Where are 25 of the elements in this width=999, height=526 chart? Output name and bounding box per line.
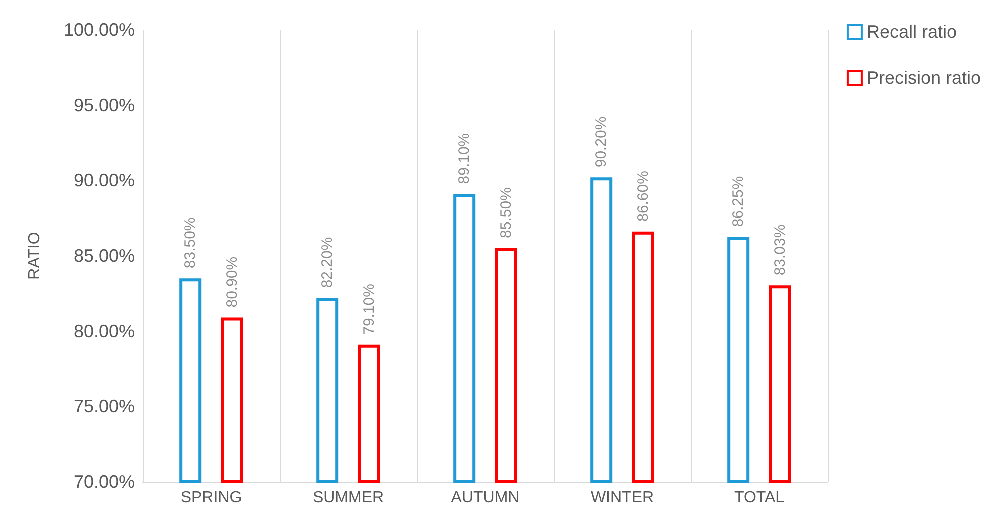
data-label: 82.20%	[319, 237, 336, 288]
data-label: 86.60%	[634, 171, 652, 222]
legend-label: Recall ratio	[866, 22, 957, 42]
data-label: 89.10%	[456, 133, 474, 184]
x-tick-label: AUTUMN	[451, 490, 520, 506]
legend-label: Precision ratio	[866, 68, 981, 88]
y-tick-label: 100.00%	[64, 20, 135, 40]
x-tick-label: SPRING	[180, 490, 242, 506]
data-label: 86.25%	[730, 176, 748, 228]
data-label: 80.90%	[224, 256, 241, 308]
data-label: 90.20%	[593, 116, 610, 168]
y-tick-label: 80.00%	[74, 321, 135, 342]
data-label: 85.50%	[498, 188, 515, 238]
y-tick-label: 95.00%	[74, 95, 135, 116]
data-label: 83.50%	[182, 218, 200, 269]
x-tick-label: WINTER	[590, 490, 654, 506]
x-tick-label: SUMMER	[312, 490, 384, 506]
y-axis-title: RATIO	[26, 232, 44, 280]
y-tick-label: 70.00%	[74, 472, 135, 492]
y-tick-label: 75.00%	[74, 396, 135, 417]
x-tick-label: TOTAL	[734, 490, 785, 506]
y-tick-label: 85.00%	[74, 246, 135, 266]
data-label: 83.03%	[772, 224, 789, 276]
y-tick-label: 90.00%	[74, 170, 135, 191]
data-label: 79.10%	[360, 284, 378, 335]
